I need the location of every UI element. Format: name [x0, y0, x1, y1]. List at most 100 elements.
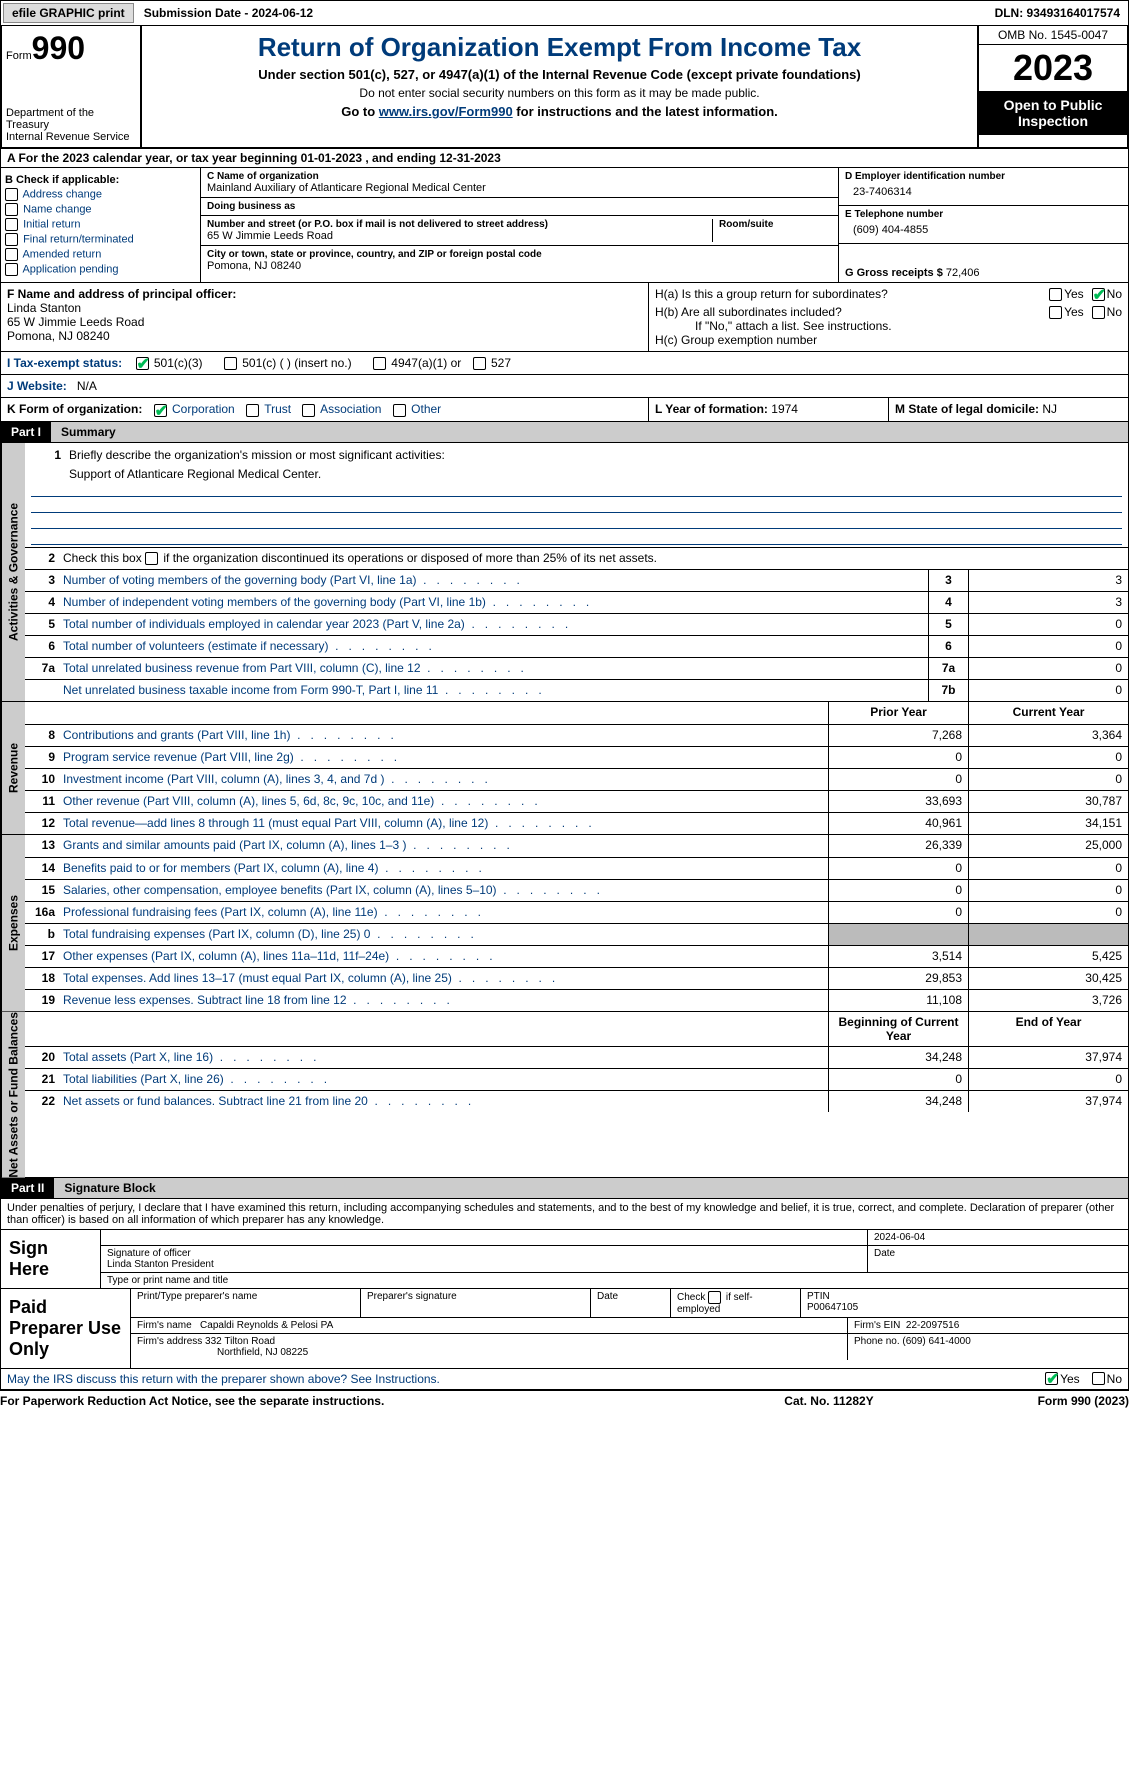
- entity-block: B Check if applicable: Address change Na…: [0, 168, 1129, 283]
- part-2-header: Part II Signature Block: [0, 1178, 1129, 1199]
- officer-street: 65 W Jimmie Leeds Road: [7, 315, 642, 329]
- gross-receipts-label: G Gross receipts $: [845, 267, 943, 279]
- check-501c[interactable]: [224, 357, 237, 370]
- check-self-employed[interactable]: [708, 1291, 721, 1304]
- ssn-note: Do not enter social security numbers on …: [148, 86, 971, 100]
- ptin-label: PTIN: [807, 1291, 1122, 1302]
- h-b-label: H(b) Are all subordinates included?: [655, 305, 1049, 319]
- ein-value: 23-7406314: [845, 182, 1122, 202]
- submission-date: Submission Date - 2024-06-12: [136, 6, 995, 20]
- check-trust[interactable]: [246, 404, 259, 417]
- footer-form: Form 990 (2023): [929, 1394, 1129, 1408]
- h-c-label: H(c) Group exemption number: [655, 333, 1122, 347]
- officer-name: Linda Stanton: [7, 301, 642, 315]
- check-address-change[interactable]: [5, 188, 18, 201]
- row-a-tax-year: A For the 2023 calendar year, or tax yea…: [0, 149, 1129, 168]
- prep-name-hdr: Print/Type preparer's name: [131, 1289, 361, 1317]
- check-4947[interactable]: [373, 357, 386, 370]
- org-name: Mainland Auxiliary of Atlanticare Region…: [207, 182, 832, 194]
- row-j: J Website: N/A: [0, 375, 1129, 398]
- check-discuss-no[interactable]: [1092, 1372, 1105, 1385]
- type-print-label: Type or print name and title: [101, 1273, 1128, 1288]
- sig-officer-name: Linda Stanton President: [107, 1259, 861, 1270]
- irs-link[interactable]: www.irs.gov/Form990: [379, 104, 513, 119]
- officer-label: F Name and address of principal officer:: [7, 287, 236, 301]
- check-ha-no[interactable]: [1092, 288, 1105, 301]
- year-formation: 1974: [771, 402, 798, 416]
- section-vtab: Net Assets or Fund Balances: [1, 1012, 25, 1178]
- officer-city: Pomona, NJ 08240: [7, 329, 642, 343]
- footer-catno: Cat. No. 11282Y: [729, 1394, 929, 1408]
- top-bar: efile GRAPHIC print Submission Date - 20…: [0, 0, 1129, 26]
- efile-print-button[interactable]: efile GRAPHIC print: [3, 3, 134, 23]
- check-discuss-yes[interactable]: [1045, 1372, 1058, 1385]
- page-footer: For Paperwork Reduction Act Notice, see …: [0, 1390, 1129, 1411]
- col-b-checkboxes: B Check if applicable: Address change Na…: [1, 168, 201, 282]
- part-1-header: Part I Summary: [0, 422, 1129, 443]
- check-hb-no[interactable]: [1092, 306, 1105, 319]
- form-number: Form990: [6, 30, 136, 67]
- section-vtab: Expenses: [1, 835, 25, 1011]
- paid-preparer-block: Paid Preparer Use Only Print/Type prepar…: [0, 1289, 1129, 1369]
- ein-label: D Employer identification number: [845, 171, 1122, 182]
- phone-label: E Telephone number: [845, 209, 1122, 220]
- section-vtab: Revenue: [1, 702, 25, 834]
- check-name-change[interactable]: [5, 203, 18, 216]
- website-label: J Website:: [7, 379, 67, 393]
- sig-date-label: Date: [868, 1246, 1128, 1272]
- sign-here-label: Sign Here: [1, 1230, 101, 1288]
- perjury-statement: Under penalties of perjury, I declare th…: [0, 1199, 1129, 1230]
- firm-addr1: 332 Tilton Road: [205, 1336, 275, 1347]
- form-header: Form990 Department of the Treasury Inter…: [0, 26, 1129, 149]
- street-label: Number and street (or P.O. box if mail i…: [207, 219, 712, 230]
- city-label: City or town, state or province, country…: [207, 249, 832, 260]
- phone-value: (609) 404-4855: [845, 220, 1122, 240]
- check-hb-yes[interactable]: [1049, 306, 1062, 319]
- check-final-return[interactable]: [5, 233, 18, 246]
- section-vtab: Activities & Governance: [1, 443, 25, 701]
- check-initial-return[interactable]: [5, 218, 18, 231]
- sign-here-block: Sign Here 2024-06-04 Signature of office…: [0, 1230, 1129, 1289]
- room-label: Room/suite: [719, 219, 832, 230]
- check-ha-yes[interactable]: [1049, 288, 1062, 301]
- sign-date: 2024-06-04: [868, 1230, 1128, 1245]
- summary-section: Net Assets or Fund BalancesBeginning of …: [0, 1012, 1129, 1179]
- form-of-org-label: K Form of organization:: [7, 402, 142, 416]
- row-f-h: F Name and address of principal officer:…: [0, 283, 1129, 352]
- summary-section: Activities & Governance1Briefly describe…: [0, 443, 1129, 702]
- form-subtitle: Under section 501(c), 527, or 4947(a)(1)…: [148, 67, 971, 82]
- omb-number: OMB No. 1545-0047: [979, 26, 1127, 45]
- firm-ein: 22-2097516: [906, 1320, 959, 1331]
- ptin-value: P00647105: [807, 1302, 1122, 1313]
- firm-name: Capaldi Reynolds & Pelosi PA: [200, 1320, 333, 1331]
- goto-link-row: Go to www.irs.gov/Form990 for instructio…: [148, 104, 971, 119]
- row-klm: K Form of organization: Corporation Trus…: [0, 398, 1129, 421]
- form-title: Return of Organization Exempt From Incom…: [148, 32, 971, 63]
- check-corporation[interactable]: [154, 404, 167, 417]
- prep-sig-hdr: Preparer's signature: [361, 1289, 591, 1317]
- summary-section: RevenuePrior YearCurrent Year8Contributi…: [0, 702, 1129, 835]
- check-application-pending[interactable]: [5, 263, 18, 276]
- dln: DLN: 93493164017574: [995, 6, 1128, 20]
- check-527[interactable]: [473, 357, 486, 370]
- website-value: N/A: [77, 379, 97, 393]
- tax-exempt-label: I Tax-exempt status:: [7, 356, 122, 370]
- check-other[interactable]: [393, 404, 406, 417]
- tax-year: 2023: [979, 45, 1127, 91]
- check-association[interactable]: [302, 404, 315, 417]
- open-to-public: Open to Public Inspection: [979, 91, 1127, 135]
- street-value: 65 W Jimmie Leeds Road: [207, 230, 712, 242]
- h-b-note: If "No," attach a list. See instructions…: [695, 319, 1122, 333]
- city-value: Pomona, NJ 08240: [207, 260, 832, 272]
- state-domicile: NJ: [1042, 402, 1057, 416]
- check-501c3[interactable]: [136, 357, 149, 370]
- dba-label: Doing business as: [207, 201, 832, 212]
- org-name-label: C Name of organization: [207, 171, 832, 182]
- h-a-label: H(a) Is this a group return for subordin…: [655, 287, 1049, 301]
- check-amended-return[interactable]: [5, 248, 18, 261]
- prep-selfemp-hdr: Check if self-employed: [671, 1289, 801, 1317]
- sig-officer-label: Signature of officer: [107, 1248, 861, 1259]
- department: Department of the Treasury Internal Reve…: [6, 107, 136, 143]
- paid-preparer-label: Paid Preparer Use Only: [1, 1289, 131, 1368]
- firm-addr2: Northfield, NJ 08225: [217, 1347, 308, 1358]
